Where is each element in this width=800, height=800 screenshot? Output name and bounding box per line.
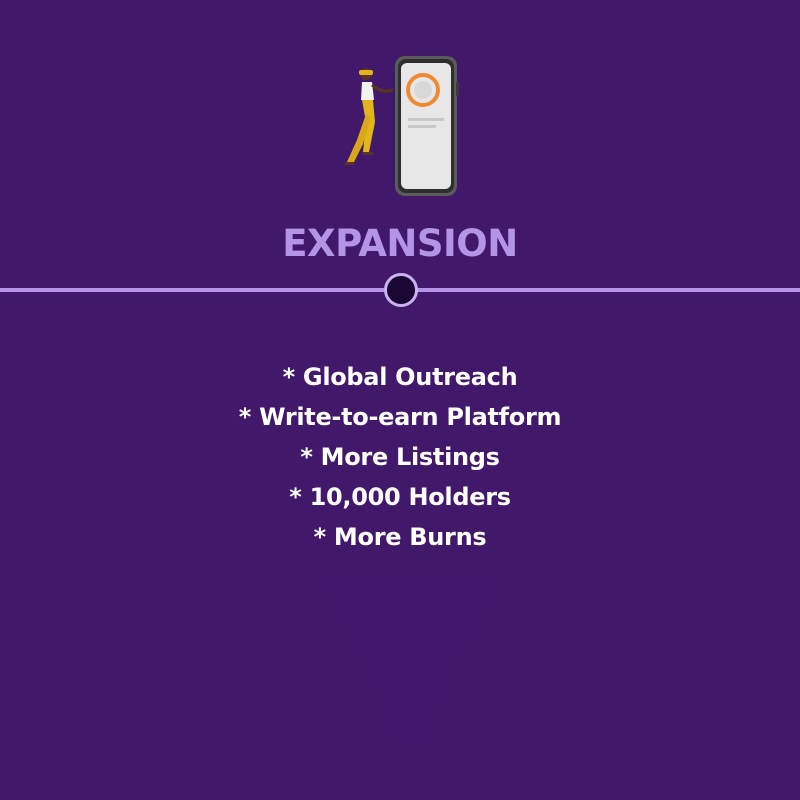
timeline-node xyxy=(384,273,418,307)
phone-icon xyxy=(395,56,459,196)
feature-item-write-to-earn: * Write-to-earn Platform xyxy=(238,403,562,431)
faded-background-graphic xyxy=(300,555,520,755)
feature-item-holders: * 10,000 Holders xyxy=(289,483,511,511)
feature-item-more-listings: * More Listings xyxy=(300,443,500,471)
phone-figure-illustration xyxy=(335,52,465,200)
feature-item-more-burns: * More Burns xyxy=(313,523,487,551)
feature-list: * Global Outreach * Write-to-earn Platfo… xyxy=(0,357,800,557)
section-title: EXPANSION xyxy=(282,222,518,265)
feature-item-global-outreach: * Global Outreach xyxy=(282,363,518,391)
walking-person-icon xyxy=(345,68,394,165)
